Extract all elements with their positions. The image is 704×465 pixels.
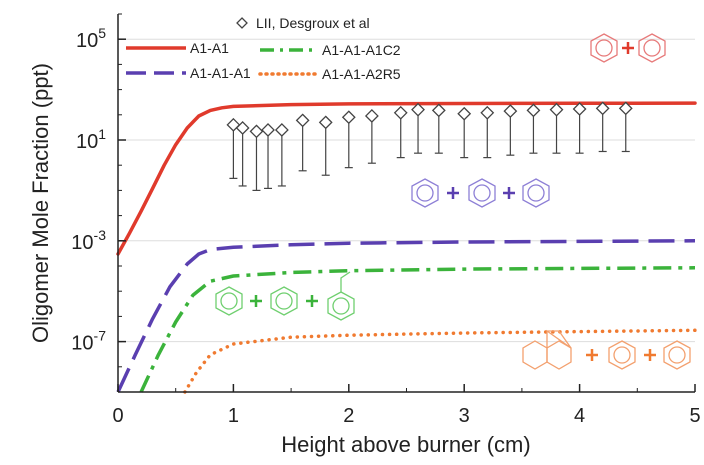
data-point	[411, 102, 425, 117]
series-line-a1a1a2r5	[183, 328, 697, 394]
legend-label-lii: LII, Desgroux et al	[256, 15, 370, 31]
benzene-trimer-c2-icon	[215, 271, 355, 321]
data-point	[261, 123, 275, 137]
data-point	[295, 113, 310, 128]
benzene-trimer-icon	[411, 178, 550, 208]
benzene-dimer-icon	[590, 33, 666, 63]
data-point	[226, 117, 241, 132]
y-axis-label: Oligomer Mole Fraction (ppt)	[28, 63, 53, 343]
data-point	[572, 102, 587, 116]
series-line-a1a1a1	[116, 239, 696, 393]
x-tick-label: 1	[228, 405, 239, 427]
data-point	[457, 106, 472, 121]
data-point	[480, 105, 495, 120]
x-tick-label: 3	[459, 405, 470, 427]
scatter-layer	[226, 101, 633, 191]
data-point	[431, 103, 446, 118]
legend-label-a1a1: A1-A1	[190, 40, 229, 56]
y-tick-label: 10-3	[71, 227, 106, 254]
data-point	[393, 105, 408, 120]
structure-annotations	[215, 33, 691, 370]
data-point	[235, 121, 250, 135]
data-point	[549, 102, 564, 117]
y-tick-label: 105	[76, 25, 106, 52]
x-tick-label: 0	[112, 405, 123, 427]
x-tick-label: 5	[689, 405, 700, 427]
series-layer	[116, 101, 697, 394]
data-point	[595, 101, 610, 116]
legend-label-a1a1a2r5: A1-A1-A2R5	[322, 66, 401, 82]
tick-layer: 10-7 10-3 101 105 0 1 2 3 4 5	[71, 13, 701, 427]
data-point	[318, 115, 333, 130]
data-point	[364, 109, 379, 123]
data-point	[526, 103, 541, 118]
data-point	[618, 101, 633, 116]
legend-label-a1a1a1: A1-A1-A1	[190, 65, 251, 81]
x-tick-label: 4	[574, 405, 585, 427]
legend: LII, Desgroux et al A1-A1 A1-A1-A1 A1-A1…	[126, 15, 401, 82]
y-tick-label: 10-7	[71, 328, 106, 355]
grid-layer	[118, 38, 695, 343]
data-point	[341, 110, 356, 125]
series-line-a1a1	[116, 101, 697, 256]
data-point	[503, 104, 518, 119]
series-line-a1a1a1c2	[139, 266, 696, 393]
legend-label-a1a1a1c2: A1-A1-A1C2	[322, 42, 401, 58]
data-point	[274, 123, 289, 137]
legend-marker-lii	[236, 17, 248, 29]
x-tick-label: 2	[343, 405, 354, 427]
acenaphthylene-trimer-icon	[522, 329, 691, 370]
x-axis-label: Height above burner (cm)	[281, 432, 530, 457]
y-tick-label: 101	[76, 126, 106, 153]
data-point	[249, 124, 264, 139]
